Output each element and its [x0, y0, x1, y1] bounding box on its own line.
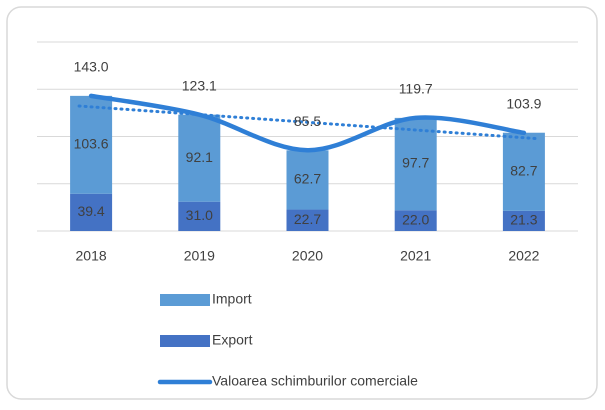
data-label: 39.4 [77, 203, 104, 219]
x-tick-label: 2021 [400, 248, 431, 264]
data-label: 119.7 [399, 81, 433, 97]
x-tick-label: 2022 [508, 248, 539, 264]
data-label: 143.0 [74, 59, 109, 75]
data-label: 103.6 [74, 136, 109, 152]
bar-segment [286, 150, 329, 210]
legend-swatch [160, 335, 210, 347]
bar-segment [286, 209, 329, 231]
bar-segment [394, 210, 437, 231]
bar-segment [70, 193, 113, 231]
x-tick-label: 2020 [292, 248, 323, 264]
x-tick-label: 2018 [76, 248, 107, 264]
data-label: 31.0 [186, 207, 213, 223]
data-label: 97.7 [402, 155, 429, 171]
bar-segment [178, 114, 221, 202]
data-label: 22.7 [294, 211, 321, 227]
legend-swatch [160, 294, 210, 306]
bar-segment [502, 132, 545, 211]
bar-segment [178, 201, 221, 231]
data-label: 21.3 [510, 212, 537, 228]
legend-label: Import [212, 291, 252, 307]
data-label: 92.1 [186, 149, 213, 165]
data-label: 22.0 [402, 211, 429, 227]
data-label: 123.1 [182, 77, 217, 93]
data-label: 103.9 [506, 96, 541, 112]
data-label: 62.7 [294, 171, 321, 187]
data-label: 85.5 [294, 113, 321, 129]
trendline [77, 104, 538, 141]
bar-segment [502, 210, 545, 231]
legend-label: Export [212, 332, 253, 348]
bar-segment [70, 95, 113, 194]
data-label: 82.7 [510, 162, 537, 178]
bar-segment [394, 117, 437, 211]
x-tick-label: 2019 [184, 248, 215, 264]
line-series [88, 93, 527, 153]
legend-label: Valoarea schimburilor comerciale [212, 373, 418, 389]
